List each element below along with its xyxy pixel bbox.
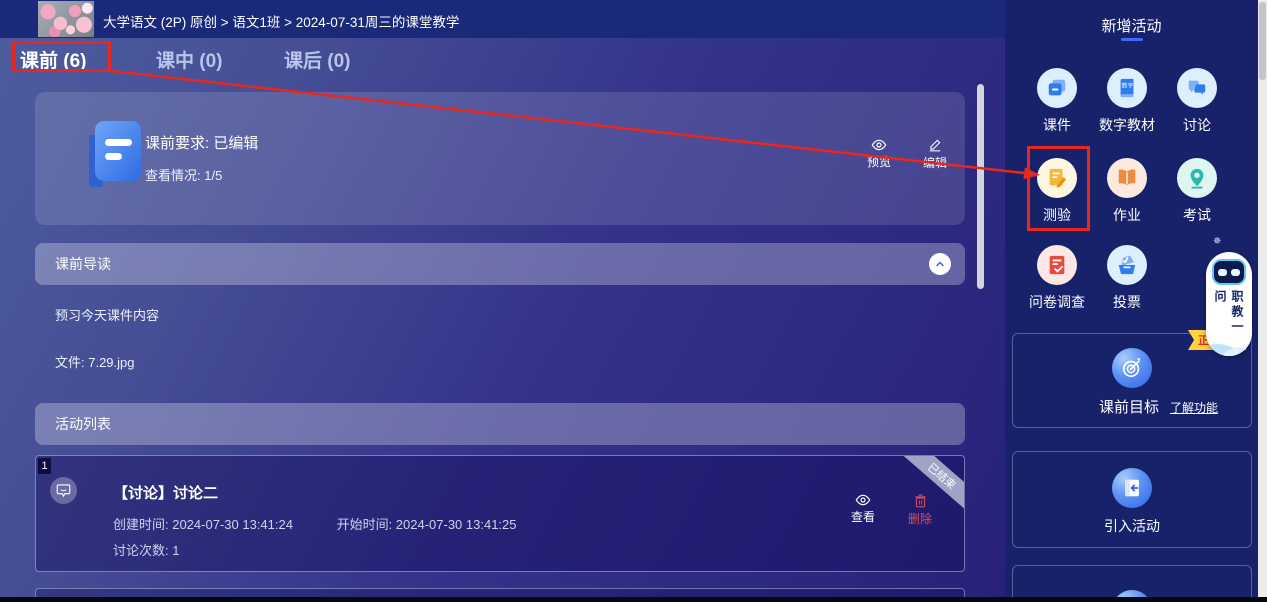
preview-label: 预览 — [866, 155, 891, 169]
activity-index-badge: 1 — [38, 458, 51, 474]
activity-section-header: 活动列表 — [35, 403, 965, 445]
created-time: 创建时间: 2024-07-30 13:41:24 — [113, 517, 293, 532]
requirement-title: 课前要求: 已编辑 — [145, 135, 259, 152]
edit-label: 编辑 — [922, 156, 947, 170]
window-bottom-edge — [0, 597, 1267, 602]
robot-icon — [1212, 259, 1246, 285]
sidebar-add-activity: 新增活动 课件 数字 数字教材 — [1005, 0, 1258, 602]
eye-icon — [871, 139, 887, 151]
annotation-box-tab — [12, 41, 111, 72]
view-label: 查看 — [850, 510, 875, 524]
preview-button[interactable]: 预览 — [857, 139, 901, 171]
tab-during-class[interactable]: 课中 (0) — [156, 51, 223, 72]
sidebar-item-vote[interactable]: 投票 — [1092, 245, 1162, 312]
document-icon — [83, 119, 147, 194]
collapse-button[interactable] — [929, 253, 951, 275]
vote-icon — [1107, 245, 1147, 285]
eye-icon — [855, 494, 871, 506]
start-time: 开始时间: 2024-07-30 13:41:25 — [336, 517, 517, 532]
main-scrollbar[interactable] — [977, 84, 984, 289]
edit-button[interactable]: 编辑 — [913, 138, 957, 172]
guide-section-header: 课前导读 — [35, 243, 965, 285]
activity-header-label: 活动列表 — [55, 416, 111, 432]
view-status: 查看情况: 1/5 — [145, 168, 223, 183]
pre-class-requirement-card: 课前要求: 已编辑 查看情况: 1/5 预览 编辑 — [35, 92, 965, 225]
import-activity-card[interactable]: 引入活动 — [1012, 451, 1252, 548]
trash-icon — [914, 494, 926, 508]
tab-after-class[interactable]: 课后 (0) — [284, 51, 351, 72]
guide-header-label: 课前导读 — [55, 256, 111, 272]
target-icon — [1112, 348, 1152, 388]
sidebar-item-discussion[interactable]: 讨论 — [1162, 68, 1232, 135]
svg-text:数字: 数字 — [1122, 82, 1134, 90]
discussion-count: 讨论次数: 1 — [113, 543, 180, 558]
view-button[interactable]: 查看 — [841, 494, 885, 526]
tab-before-class[interactable]: 课前 (6) — [20, 51, 87, 72]
course-cover-image — [38, 1, 94, 37]
activity-times: 创建时间: 2024-07-30 13:41:24 开始时间: 2024-07-… — [113, 514, 517, 533]
homework-icon — [1107, 158, 1147, 198]
guide-content: 预习今天课件内容 — [55, 308, 160, 323]
wave-decoration — [1222, 347, 1252, 356]
topbar: 大学语文 (2P) 原创 > 语文1班 > 2024-07-31周三的课堂教学 — [0, 0, 1005, 38]
delete-label: 删除 — [907, 512, 932, 526]
annotation-box-quiz — [1027, 146, 1090, 231]
survey-icon — [1037, 245, 1077, 285]
import-book-icon — [1112, 468, 1152, 508]
courseware-icon — [1037, 68, 1077, 108]
import-activity-label: 引入活动 — [1104, 518, 1160, 534]
pencil-icon — [929, 139, 941, 152]
window-scrollbar-track — [1258, 0, 1267, 602]
guide-file[interactable]: 文件: 7.29.jpg — [55, 355, 135, 370]
sidebar-item-homework[interactable]: 作业 — [1092, 158, 1162, 225]
window-scrollbar-thumb[interactable] — [1259, 2, 1266, 80]
discussion-icon — [1177, 68, 1217, 108]
learn-more-link[interactable]: 了解功能 — [1170, 401, 1219, 415]
sidebar-item-exam[interactable]: 考试 — [1162, 158, 1232, 225]
discussion-bubble-icon — [50, 477, 77, 504]
activity-title: 【讨论】讨论二 — [113, 485, 219, 502]
breadcrumb: 大学语文 (2P) 原创 > 语文1班 > 2024-07-31周三的课堂教学 — [103, 15, 460, 30]
goal-label: 课前目标 — [1099, 399, 1160, 416]
sidebar-item-quiz[interactable]: 测验 — [1022, 158, 1092, 225]
sparkle-icon: ✵ — [1213, 236, 1222, 247]
delete-button[interactable]: 删除 — [898, 494, 942, 528]
exam-icon — [1177, 158, 1217, 198]
assistant-widget[interactable]: 职教一问 — [1206, 252, 1252, 356]
pre-class-goal-card[interactable]: 课前目标 了解功能 — [1012, 333, 1252, 428]
sidebar-title: 新增活动 — [1101, 18, 1162, 35]
assistant-label: 职教一问 — [1213, 290, 1244, 335]
sidebar-item-survey[interactable]: 问卷调查 — [1022, 245, 1092, 312]
quiz-icon — [1037, 158, 1077, 198]
chevron-up-icon — [936, 261, 944, 267]
title-underline — [1121, 38, 1143, 41]
activity-card: 1 【讨论】讨论二 创建时间: 2024-07-30 13:41:24 开始时间… — [35, 455, 965, 572]
sidebar-item-digital-textbook[interactable]: 数字 数字教材 — [1092, 68, 1162, 135]
digital-textbook-icon: 数字 — [1107, 68, 1147, 108]
sidebar-item-courseware[interactable]: 课件 — [1022, 68, 1092, 135]
